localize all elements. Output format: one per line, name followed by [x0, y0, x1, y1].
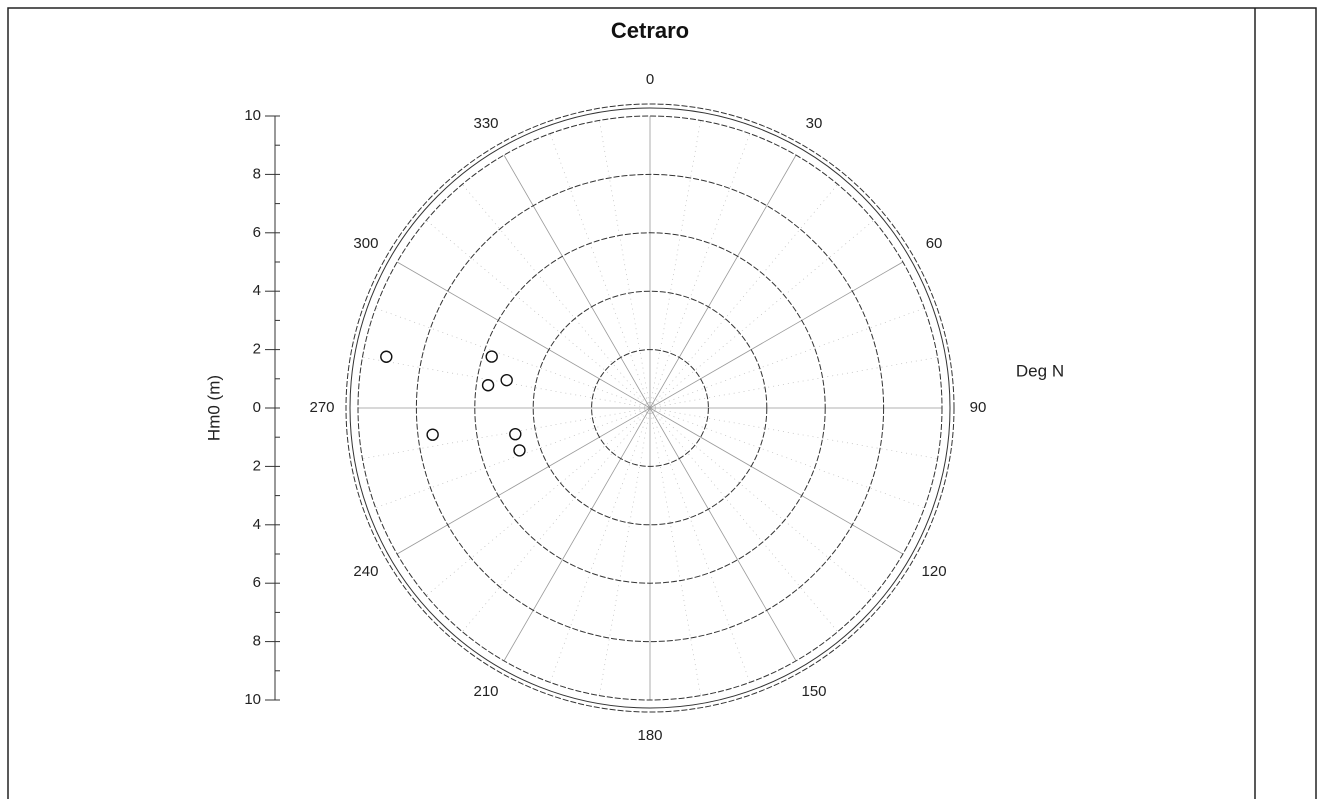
- theta-tick-label: 0: [646, 71, 654, 88]
- y-tick-label: 4: [253, 282, 261, 299]
- y-tick-label: 6: [253, 224, 261, 241]
- spoke: [503, 154, 651, 409]
- minor-spoke: [549, 133, 651, 409]
- minor-spoke: [649, 407, 702, 696]
- spoke: [649, 261, 904, 409]
- theta-tick-label: 240: [353, 563, 378, 580]
- theta-tick-label: 180: [637, 727, 662, 744]
- r-grid-circle: [474, 232, 826, 584]
- y-tick-label: 2: [253, 341, 261, 358]
- minor-spoke: [598, 407, 651, 696]
- y-tick-label: 10: [244, 107, 261, 124]
- spoke: [396, 407, 651, 555]
- minor-spoke: [649, 307, 925, 409]
- y-tick-label: 10: [244, 691, 261, 708]
- minor-spoke: [375, 307, 651, 409]
- spoke: [396, 261, 651, 409]
- spoke: [649, 407, 904, 555]
- minor-spoke: [375, 407, 651, 509]
- data-point: [426, 428, 439, 441]
- theta-tick-label: 210: [473, 683, 498, 700]
- data-point: [380, 350, 393, 363]
- theta-tick-label: 60: [926, 235, 943, 252]
- y-tick-label: 2: [253, 457, 261, 474]
- spoke: [649, 154, 797, 409]
- spoke: [649, 407, 797, 662]
- minor-spoke: [649, 407, 874, 596]
- y-tick-label: 8: [253, 633, 261, 650]
- r-grid-circle: [415, 173, 885, 643]
- theta-tick-label: 150: [801, 683, 826, 700]
- r-axis-label: Hm0 (m): [204, 375, 223, 441]
- r-grid-circle: [357, 115, 943, 701]
- minor-spoke: [549, 407, 651, 683]
- data-point: [481, 379, 495, 392]
- chart-title: Cetraro: [611, 18, 689, 43]
- theta-tick-label: 120: [922, 563, 947, 580]
- y-tick-label: 6: [253, 574, 261, 591]
- y-tick-label: 8: [253, 165, 261, 182]
- theta-tick-label: 300: [353, 235, 378, 252]
- y-tick-label: 0: [253, 399, 261, 416]
- theta-tick-label: 330: [473, 115, 498, 132]
- spoke: [503, 407, 651, 662]
- theta-tick-label: 270: [309, 399, 334, 416]
- minor-spoke: [649, 184, 838, 409]
- data-point: [500, 373, 513, 387]
- minor-spoke: [462, 407, 651, 632]
- minor-spoke: [649, 407, 838, 632]
- minor-spoke: [649, 407, 925, 509]
- outer-ring: [345, 103, 955, 713]
- minor-spoke: [649, 356, 938, 409]
- minor-spoke: [649, 133, 751, 409]
- minor-spoke: [649, 407, 751, 683]
- y-tick-label: 4: [253, 516, 261, 533]
- theta-tick-label: 30: [806, 115, 823, 132]
- r-grid-circle: [591, 349, 709, 467]
- minor-spoke: [598, 120, 651, 409]
- minor-spoke: [426, 220, 651, 409]
- r-grid-circle: [532, 290, 768, 526]
- minor-spoke: [462, 184, 651, 409]
- minor-spoke: [362, 407, 651, 460]
- data-point: [513, 444, 526, 457]
- minor-spoke: [426, 407, 651, 596]
- theta-axis-label: Deg N: [1016, 361, 1064, 380]
- minor-spoke: [649, 120, 702, 409]
- frame: [7, 7, 1317, 799]
- minor-spoke: [649, 407, 938, 460]
- theta-tick-label: 90: [970, 399, 987, 416]
- outer-ring: [349, 107, 951, 709]
- data-point: [509, 427, 522, 441]
- data-point: [485, 350, 498, 363]
- minor-spoke: [649, 220, 874, 409]
